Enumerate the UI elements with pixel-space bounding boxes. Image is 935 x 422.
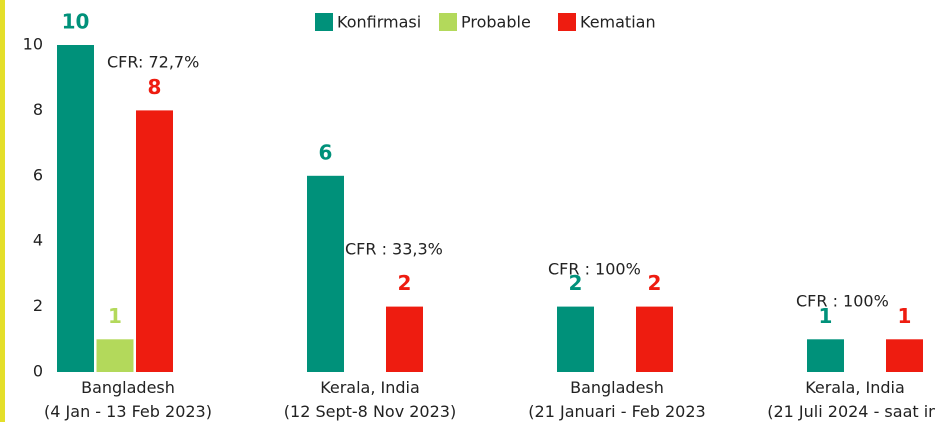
legend-label: Kematian [580,13,656,32]
bar [307,175,344,372]
value-label: 10 [62,10,90,34]
bar [886,339,923,372]
y-tick-label: 8 [33,100,43,119]
value-label: 6 [319,140,333,164]
bar [557,306,594,372]
annotation: CFR : 100% [796,292,889,311]
bar [386,306,423,372]
value-label: 1 [819,304,833,328]
y-tick-label: 0 [33,362,43,381]
x-tick-label: Bangladesh (21 Januari - Feb 2023 [528,378,706,421]
value-label: 1 [898,304,912,328]
x-tick-label: Kerala, India (21 Juli 2024 - saat ini [767,378,935,421]
y-tick-label: 10 [23,35,43,54]
annotation: CFR : 33,3% [345,240,443,259]
accent-stripe [0,0,5,422]
value-label: 2 [569,271,583,295]
bar [636,306,673,372]
legend-swatch [315,13,333,31]
y-tick-label: 4 [33,231,43,250]
value-label: 2 [648,271,662,295]
y-tick-label: 2 [33,296,43,315]
bar [807,339,844,372]
y-tick-label: 6 [33,165,43,184]
legend-swatch [439,13,457,31]
value-label: 1 [108,304,122,328]
legend-label: Probable [461,13,531,32]
x-tick-label: Bangladesh (4 Jan - 13 Feb 2023) [44,378,212,421]
bar [57,45,94,372]
bar [136,110,173,373]
value-label: 8 [148,75,162,99]
value-label: 2 [398,271,412,295]
legend-swatch [558,13,576,31]
annotation: CFR: 72,7% [107,53,199,72]
legend-label: Konfirmasi [337,13,421,32]
annotation: CFR : 100% [548,260,641,279]
x-tick-label: Kerala, India (12 Sept-8 Nov 2023) [283,378,457,421]
bar [96,339,134,372]
